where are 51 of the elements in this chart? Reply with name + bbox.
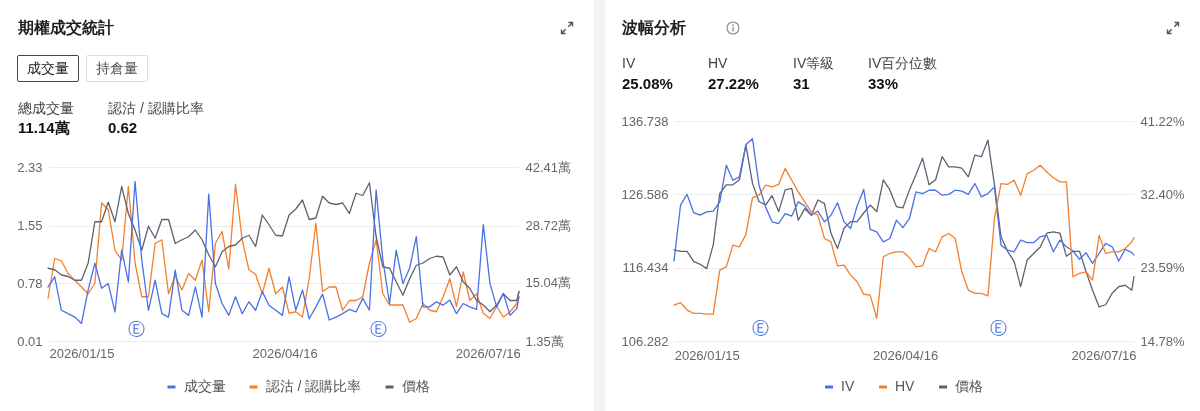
annotation: Ⓔ xyxy=(369,319,387,339)
line-series xyxy=(673,164,1135,320)
text: HV xyxy=(708,54,728,73)
annotation: Ⓔ xyxy=(989,318,1007,338)
y-tick-label: 0.01 xyxy=(17,333,43,349)
y-tick-label: 136.738 xyxy=(621,113,669,129)
y2-tick-label: 28.72萬 xyxy=(525,217,572,233)
y2-tick-label: 32.40% xyxy=(1140,186,1186,202)
x-tick-label: 2026/04/16 xyxy=(252,345,318,361)
y2-tick-label: 23.59% xyxy=(1140,260,1186,276)
text: 27.22% xyxy=(708,74,759,94)
y-tick-label: 106.282 xyxy=(621,333,669,349)
annotation: Ⓔ xyxy=(751,318,769,338)
text: IV百分位數 xyxy=(868,54,938,73)
annotation: Ⓔ xyxy=(127,319,145,339)
chart-title: 波幅分析 xyxy=(622,18,686,38)
legend-label: IV xyxy=(841,378,855,394)
text: 成交量 xyxy=(17,55,79,82)
text: IV等級 xyxy=(793,54,835,73)
legend-label: 認沽 / 認購比率 xyxy=(265,378,362,394)
legend-label: 價格 xyxy=(955,378,983,394)
text: IV xyxy=(622,54,636,73)
legend-label: HV xyxy=(895,378,916,394)
x-tick-label: 2026/01/15 xyxy=(49,345,115,361)
y-tick-label: 1.55 xyxy=(17,218,43,233)
x-tick-label: 2026/01/15 xyxy=(674,347,740,363)
text: 11.14萬 xyxy=(18,118,70,138)
x-tick-label: 2026/07/16 xyxy=(1071,347,1137,363)
line-series xyxy=(673,137,1135,265)
y2-tick-label: 14.78% xyxy=(1140,333,1186,349)
y2-tick-label: 1.35萬 xyxy=(525,333,564,349)
y-tick-label: 0.78 xyxy=(17,275,43,291)
text: 持倉量 xyxy=(86,55,148,82)
chart-title: 期權成交統計 xyxy=(18,18,114,38)
line-series xyxy=(673,139,1135,308)
y-tick-label: 126.586 xyxy=(621,186,669,202)
y2-tick-label: 42.41萬 xyxy=(525,159,572,175)
text: 0.62 xyxy=(108,118,138,138)
y2-tick-label: 41.22% xyxy=(1140,113,1186,129)
x-tick-label: 2026/04/16 xyxy=(873,347,939,363)
text: 25.08% xyxy=(622,74,673,94)
legend-label: 成交量 xyxy=(183,378,226,394)
text: 總成交量 xyxy=(18,99,74,118)
text: 認沽 / 認購比率 xyxy=(108,99,204,118)
text: 33% xyxy=(868,74,899,94)
legend-label: 價格 xyxy=(401,378,430,394)
text: 31 xyxy=(793,74,810,94)
y-tick-label: 2.33 xyxy=(17,159,43,175)
y-tick-label: 116.434 xyxy=(622,260,669,276)
x-tick-label: 2026/07/16 xyxy=(455,345,521,361)
y2-tick-label: 15.04萬 xyxy=(525,275,572,291)
